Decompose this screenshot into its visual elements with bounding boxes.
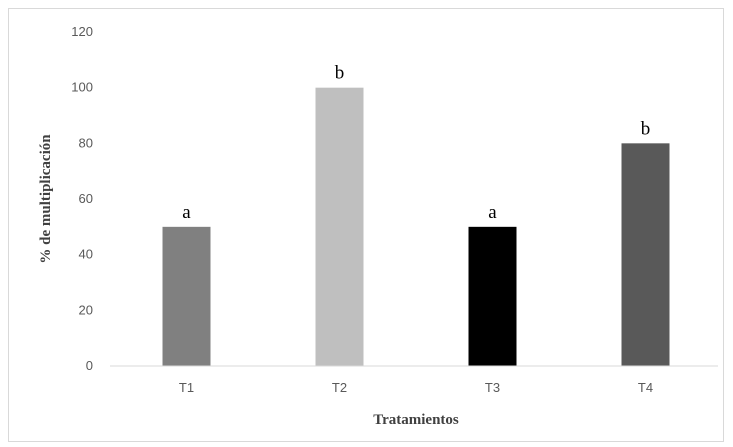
y-tick-label: 80 <box>79 135 93 150</box>
bar-t4 <box>621 143 670 366</box>
bar-data-labels: a b a b <box>182 63 650 223</box>
y-tick-label: 40 <box>79 247 93 262</box>
bar-t3 <box>468 226 517 366</box>
y-tick-label: 60 <box>79 191 93 206</box>
x-tick-label: T1 <box>179 380 194 395</box>
bar-data-label: b <box>335 63 345 84</box>
y-tick-label: 20 <box>79 302 93 317</box>
y-axis-ticks: 0 20 40 60 80 100 120 <box>71 24 93 373</box>
bar-data-label: a <box>488 202 497 223</box>
y-tick-label: 0 <box>86 358 93 373</box>
x-tick-label: T4 <box>638 380 653 395</box>
x-axis-title: Tratamientos <box>373 412 459 428</box>
bar-data-label: a <box>182 202 191 223</box>
x-tick-label: T2 <box>332 380 347 395</box>
y-tick-label: 100 <box>71 80 93 95</box>
x-axis-ticks: T1 T2 T3 T4 <box>179 380 653 395</box>
bar-t2 <box>315 87 364 367</box>
chart-frame <box>8 8 724 442</box>
bars <box>162 87 670 367</box>
y-axis-title: % de multiplicación <box>38 134 54 264</box>
y-tick-label: 120 <box>71 24 93 39</box>
x-tick-label: T3 <box>485 380 500 395</box>
bar-data-label: b <box>641 118 651 139</box>
bar-t1 <box>162 226 211 366</box>
